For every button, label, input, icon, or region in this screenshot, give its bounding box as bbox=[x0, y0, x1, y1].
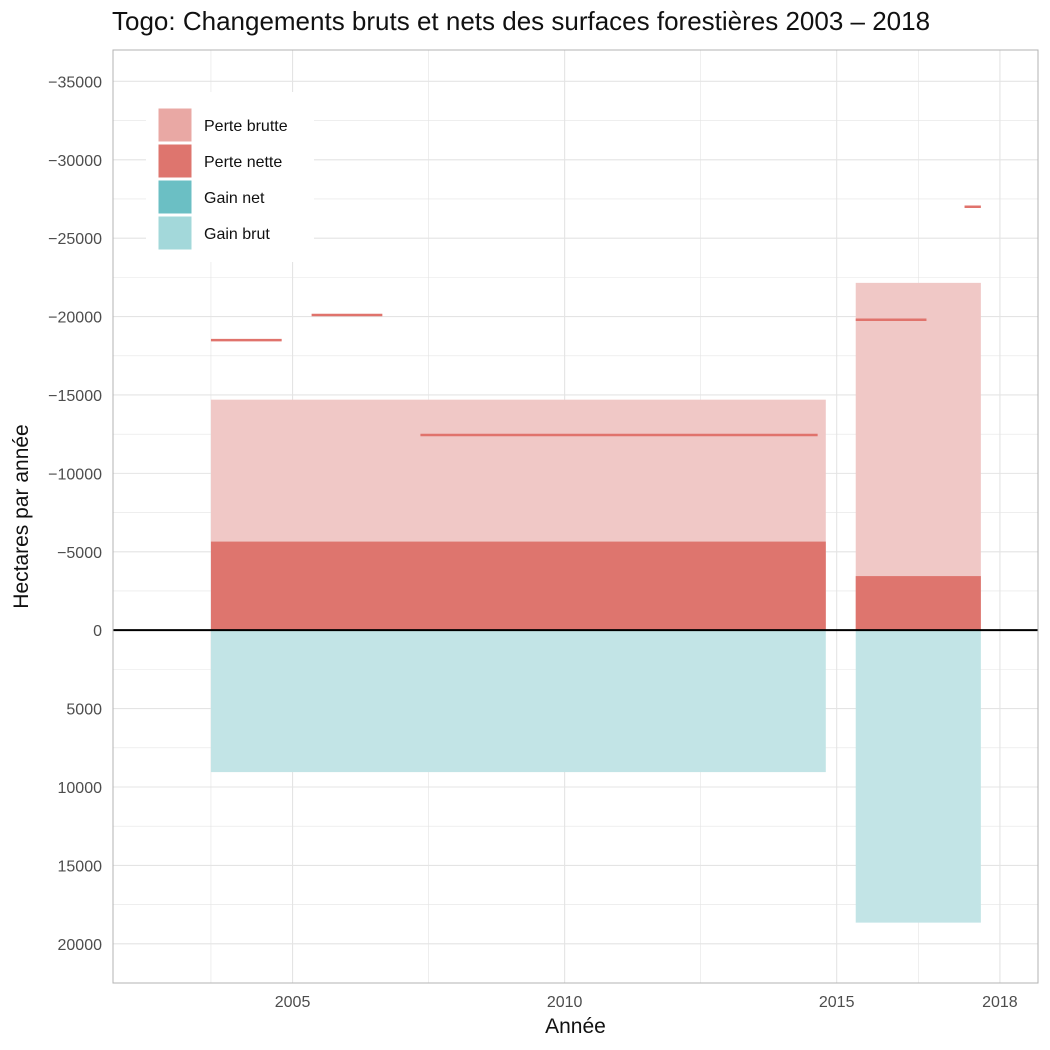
x-tick-label: 2018 bbox=[982, 994, 1018, 1011]
y-tick-label: −10000 bbox=[48, 466, 102, 483]
legend-label: Gain net bbox=[204, 190, 265, 207]
y-tick-label: 20000 bbox=[58, 937, 103, 954]
y-tick-label: 15000 bbox=[58, 858, 103, 875]
y-tick-label: −25000 bbox=[48, 231, 102, 248]
y-tick-label: −30000 bbox=[48, 153, 102, 170]
y-tick-label: 5000 bbox=[66, 702, 102, 719]
legend-key bbox=[157, 179, 193, 215]
legend-key bbox=[157, 143, 193, 179]
legend-key bbox=[157, 215, 193, 251]
legend-key bbox=[157, 107, 193, 143]
chart-title: Togo: Changements bruts et nets des surf… bbox=[112, 6, 931, 36]
bar-perte-nette bbox=[855, 576, 981, 631]
y-tick-label: −15000 bbox=[48, 388, 102, 405]
y-tick-label: 10000 bbox=[58, 780, 103, 797]
bar-gain-brut bbox=[855, 630, 981, 923]
bar-perte-nette bbox=[210, 541, 826, 631]
bar-perte-brutte bbox=[855, 282, 981, 631]
y-tick-label: −35000 bbox=[48, 74, 102, 91]
legend-label: Perte nette bbox=[204, 154, 282, 171]
plot-border bbox=[112, 49, 1039, 984]
y-axis-title: Hectares par année bbox=[10, 424, 33, 608]
y-tick-label: 0 bbox=[93, 623, 102, 640]
x-axis-title: Année bbox=[545, 1015, 606, 1038]
legend-label: Gain brut bbox=[204, 226, 270, 243]
x-tick-label: 2015 bbox=[819, 994, 855, 1011]
y-tick-label: −5000 bbox=[57, 545, 102, 562]
y-tick-label: −20000 bbox=[48, 310, 102, 327]
bar-gain-brut bbox=[210, 630, 826, 773]
legend-label: Perte brutte bbox=[204, 118, 288, 135]
x-tick-label: 2005 bbox=[275, 994, 311, 1011]
x-tick-label: 2010 bbox=[547, 994, 583, 1011]
